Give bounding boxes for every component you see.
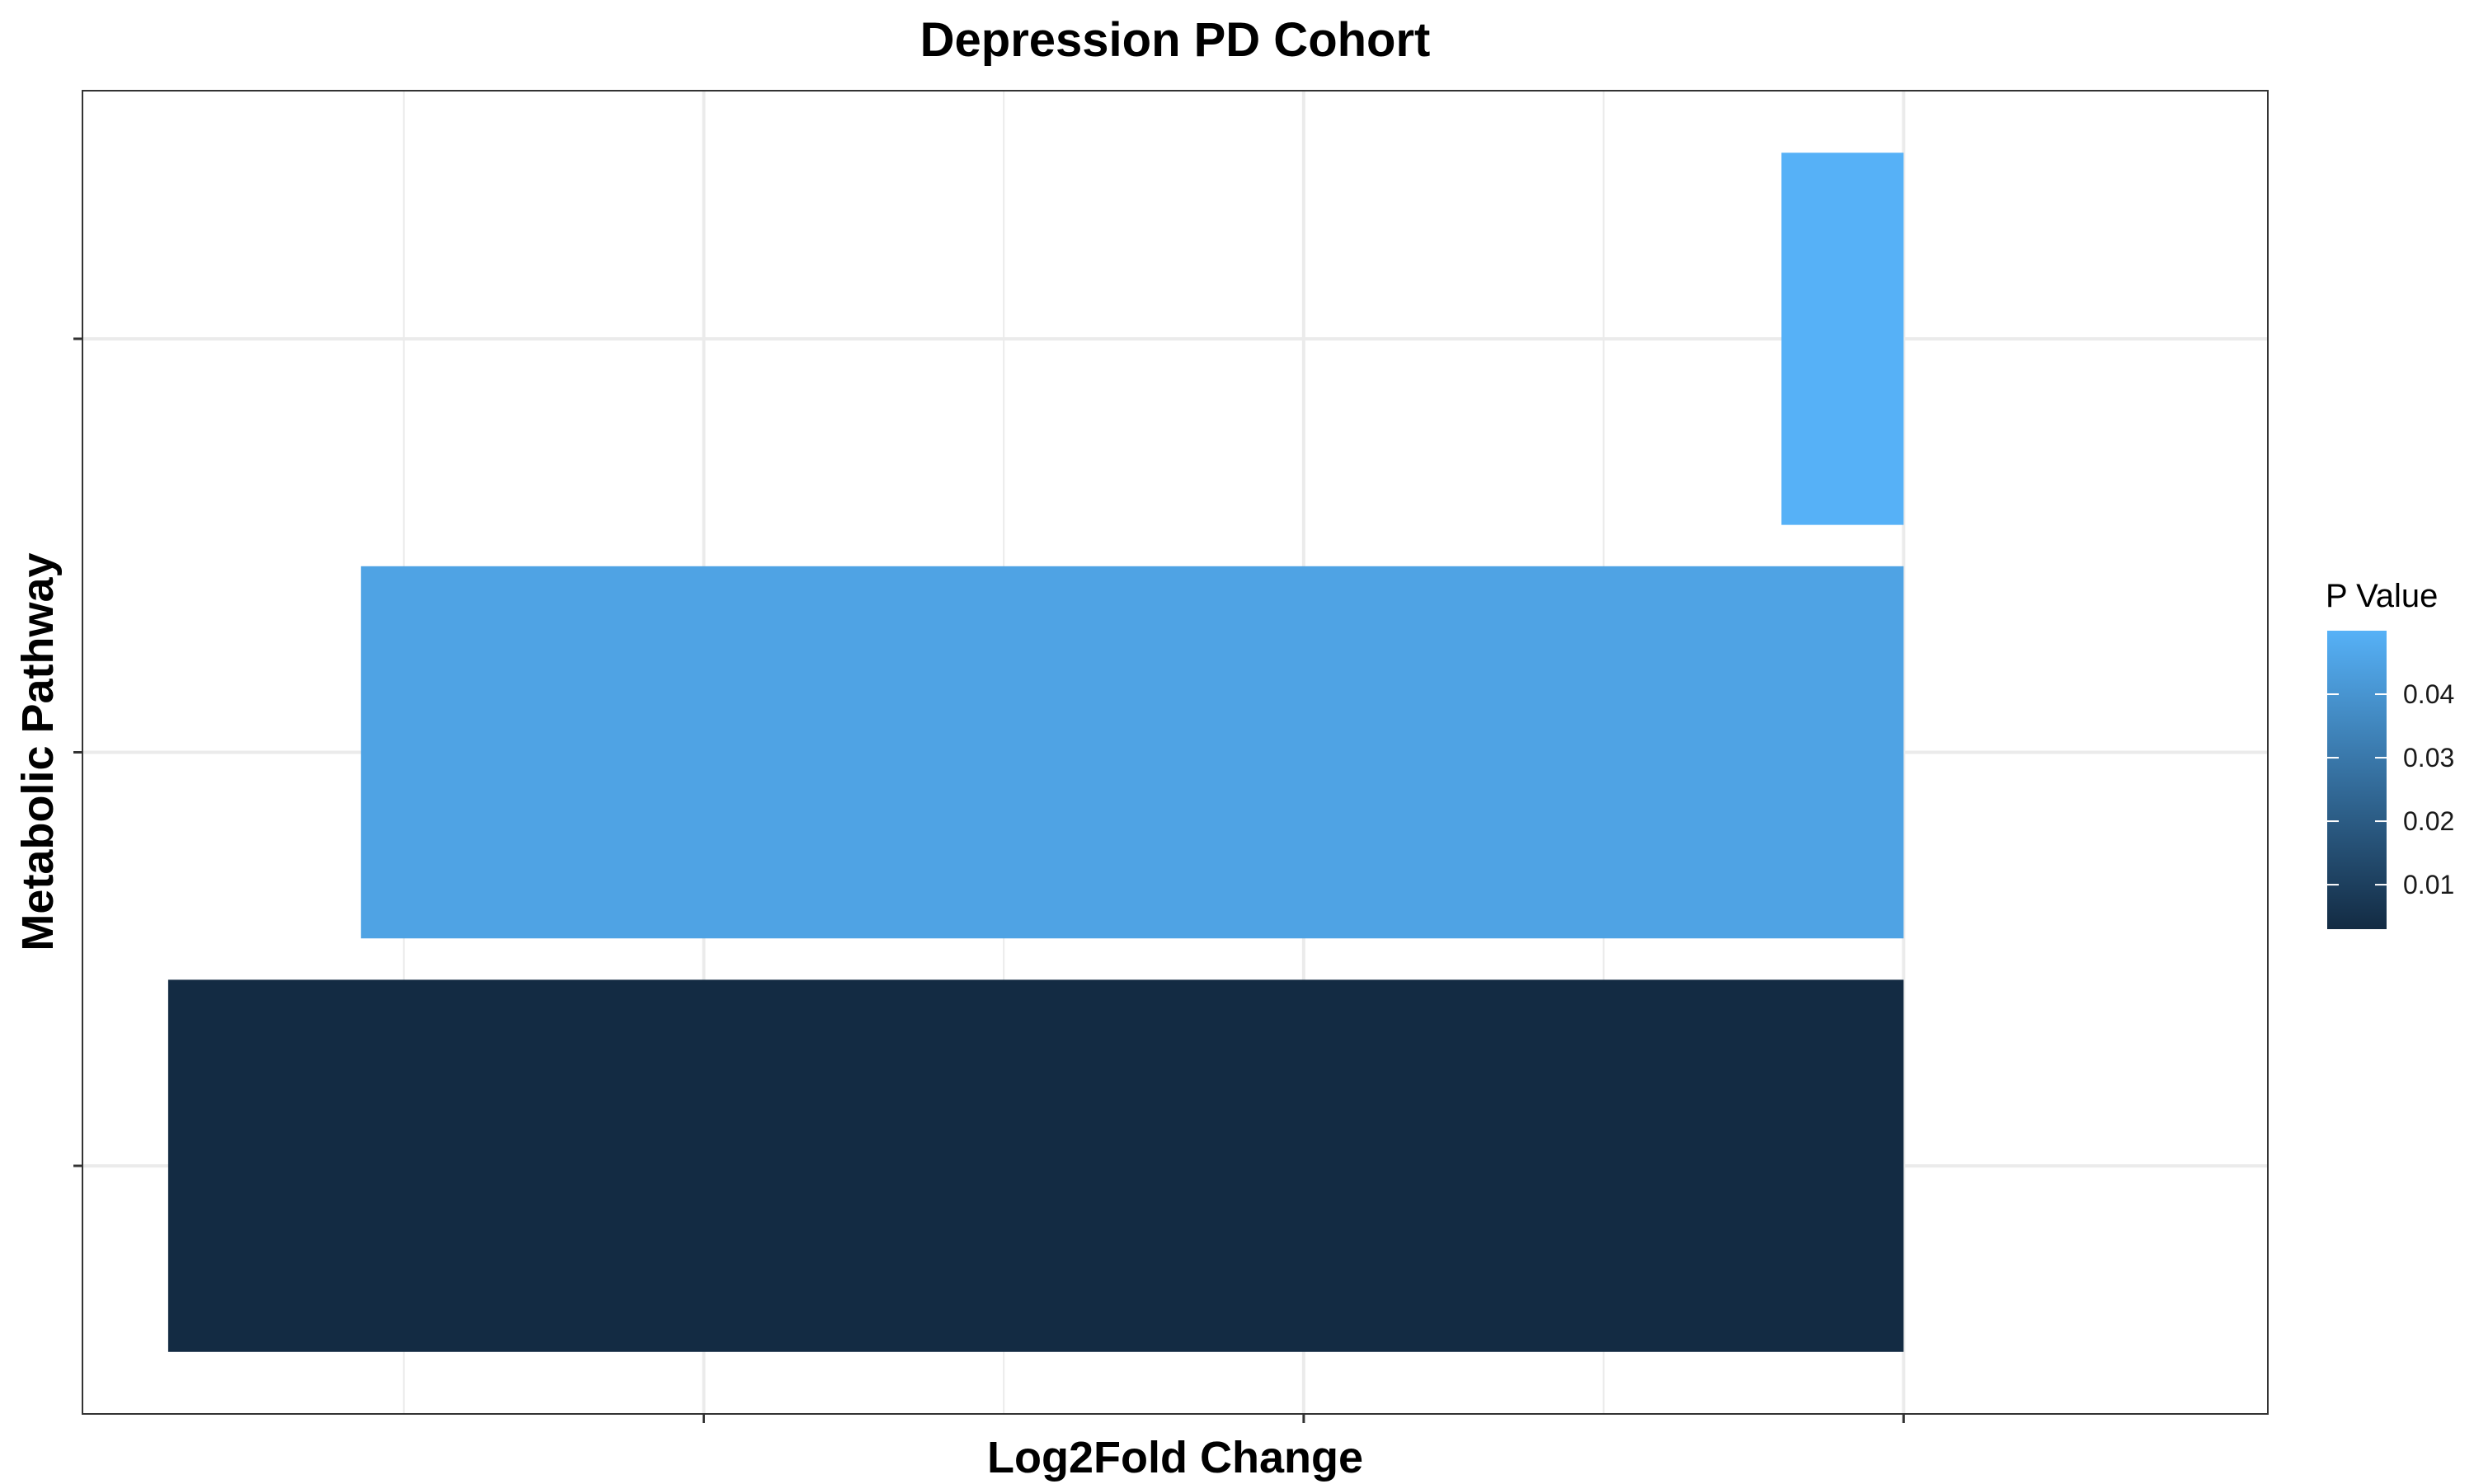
legend-ticks: 0.01 0.02 0.03 0.04 xyxy=(2327,679,2454,899)
legend-title: P Value xyxy=(2326,578,2438,614)
bar xyxy=(1781,153,1904,525)
legend-tick-label: 0.04 xyxy=(2403,679,2454,709)
chart-title: Depression PD Cohort xyxy=(920,13,1431,67)
legend: P Value 0.01 0.02 0.03 0.04 xyxy=(2326,578,2454,929)
bar xyxy=(167,979,1904,1352)
bars xyxy=(167,153,1904,1352)
legend-colorbar xyxy=(2327,631,2387,929)
legend-tick-label: 0.03 xyxy=(2403,743,2454,773)
bar xyxy=(360,566,1904,939)
legend-tick-label: 0.01 xyxy=(2403,870,2454,899)
x-axis-title: Log2Fold Change xyxy=(987,1433,1363,1482)
legend-tick-label: 0.02 xyxy=(2403,806,2454,836)
y-axis-title: Metabolic Pathway xyxy=(13,552,63,951)
axis-ticks xyxy=(73,337,1905,1423)
